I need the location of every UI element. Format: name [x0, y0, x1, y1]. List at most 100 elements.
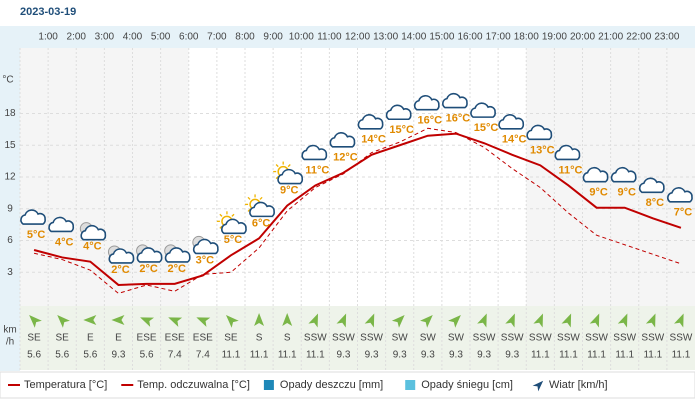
weather-icon — [329, 132, 356, 148]
sun-ray — [275, 164, 279, 168]
wind-direction: S — [256, 333, 263, 344]
wind-direction: SE — [56, 333, 70, 344]
temp-label: 11°C — [558, 164, 582, 176]
temp-label: 14°C — [361, 134, 386, 146]
wind-direction: SSW — [473, 333, 496, 344]
temp-label: 7°C — [674, 207, 693, 219]
wind-speed: 9.3 — [421, 350, 435, 361]
wind-speed: 5.6 — [83, 350, 97, 361]
wind-arrow — [645, 313, 656, 328]
temp-label: 6°C — [252, 217, 271, 229]
x-tick-label: 18:00 — [514, 32, 539, 43]
cloud — [357, 114, 384, 130]
weather-icon — [79, 222, 107, 241]
cloud — [277, 168, 304, 185]
x-tick-label: 11:00 — [317, 32, 342, 43]
y-axis-label: °C — [2, 75, 13, 86]
temp-label: 9°C — [280, 184, 299, 196]
chart-title: 2023-03-19 — [20, 6, 76, 18]
weather-icon — [526, 124, 553, 141]
legend-swatch — [532, 380, 544, 392]
wind-speed: 11.1 — [306, 350, 325, 361]
weather-icon — [470, 102, 496, 118]
weather-icon — [582, 166, 609, 183]
x-tick-label: 4:00 — [123, 32, 143, 43]
legend-label: Temperatura [°C] — [24, 379, 107, 391]
wind-direction: SSW — [670, 333, 693, 344]
wind-direction: SSW — [613, 333, 636, 344]
wind-arrow — [308, 313, 318, 328]
temp-label: 16°C — [446, 113, 471, 125]
wind-speed: 9.3 — [477, 350, 491, 361]
x-tick-label: 6:00 — [179, 32, 199, 43]
wind-direction: ESE — [165, 333, 185, 344]
wind-direction: SSW — [360, 333, 383, 344]
cloud — [108, 248, 135, 264]
temp-label: 2°C — [139, 263, 158, 275]
wind-unit: km — [3, 325, 16, 336]
weather-icon — [20, 209, 46, 225]
sun-ray — [247, 196, 251, 200]
cloud — [582, 166, 609, 183]
x-tick-label: 16:00 — [457, 32, 482, 43]
wind-arrow — [336, 313, 347, 328]
sun-ray — [231, 213, 235, 217]
x-tick-label: 14:00 — [401, 32, 426, 43]
y-tick-label: 15 — [4, 140, 16, 151]
wind-speed: 11.1 — [222, 350, 241, 361]
wind-arrow — [561, 313, 572, 328]
wind-direction: SSW — [501, 333, 524, 344]
wind-arrow — [282, 313, 293, 326]
cloud — [249, 201, 275, 218]
wind-speed: 9.3 — [393, 350, 407, 361]
wind-arrow — [254, 313, 265, 326]
wind-arrow — [364, 313, 375, 328]
temp-label: 9°C — [617, 187, 636, 199]
wind-direction: SSW — [529, 333, 552, 344]
temp-label: 15°C — [389, 124, 414, 136]
wind-direction: ESE — [137, 333, 157, 344]
weather-icon — [413, 94, 440, 111]
wind-arrow — [674, 313, 684, 328]
cloud — [329, 132, 356, 148]
weather-icon — [610, 166, 637, 183]
wind-speed: 9.3 — [365, 350, 379, 361]
wind-arrow — [57, 315, 70, 328]
wind-speed: 11.1 — [587, 350, 606, 361]
x-tick-label: 20:00 — [570, 32, 595, 43]
x-tick-label: 1:00 — [38, 32, 58, 43]
cloud — [442, 92, 468, 109]
cloud — [385, 104, 412, 121]
y-tick-label: 3 — [7, 267, 13, 278]
wind-arrow — [196, 317, 211, 327]
sun-ray — [287, 164, 291, 168]
wind-direction: SE — [224, 333, 238, 344]
x-tick-label: 13:00 — [373, 32, 398, 43]
sun-ray — [259, 196, 263, 200]
legend-swatch — [263, 380, 274, 390]
weather-icon — [192, 235, 219, 255]
wind-direction: SSW — [557, 333, 580, 344]
wind-arrow — [617, 313, 628, 328]
weather-icon — [442, 92, 468, 109]
cloud — [80, 224, 107, 241]
temp-label: 4°C — [83, 241, 102, 253]
wind-direction: S — [284, 333, 291, 344]
temp-label: 3°C — [196, 254, 215, 266]
temp-label: 14°C — [502, 134, 527, 146]
cloud — [20, 209, 46, 225]
x-tick-label: 3:00 — [95, 32, 115, 43]
wind-speed: 5.6 — [55, 350, 69, 361]
wind-speed: 7.4 — [196, 350, 210, 361]
legend-label: Opady śniegu [cm] — [421, 379, 513, 391]
x-tick-label: 15:00 — [429, 32, 454, 43]
x-tick-label: 22:00 — [626, 32, 651, 43]
temp-label: 13°C — [530, 144, 555, 156]
x-tick-label: 7:00 — [207, 32, 227, 43]
y-tick-label: 18 — [4, 108, 16, 119]
temp-label: 2°C — [111, 264, 130, 276]
wind-arrow — [83, 315, 97, 325]
y-tick-label: 6 — [7, 235, 13, 246]
weather-icon — [638, 177, 665, 194]
temp-label: 9°C — [589, 187, 608, 199]
